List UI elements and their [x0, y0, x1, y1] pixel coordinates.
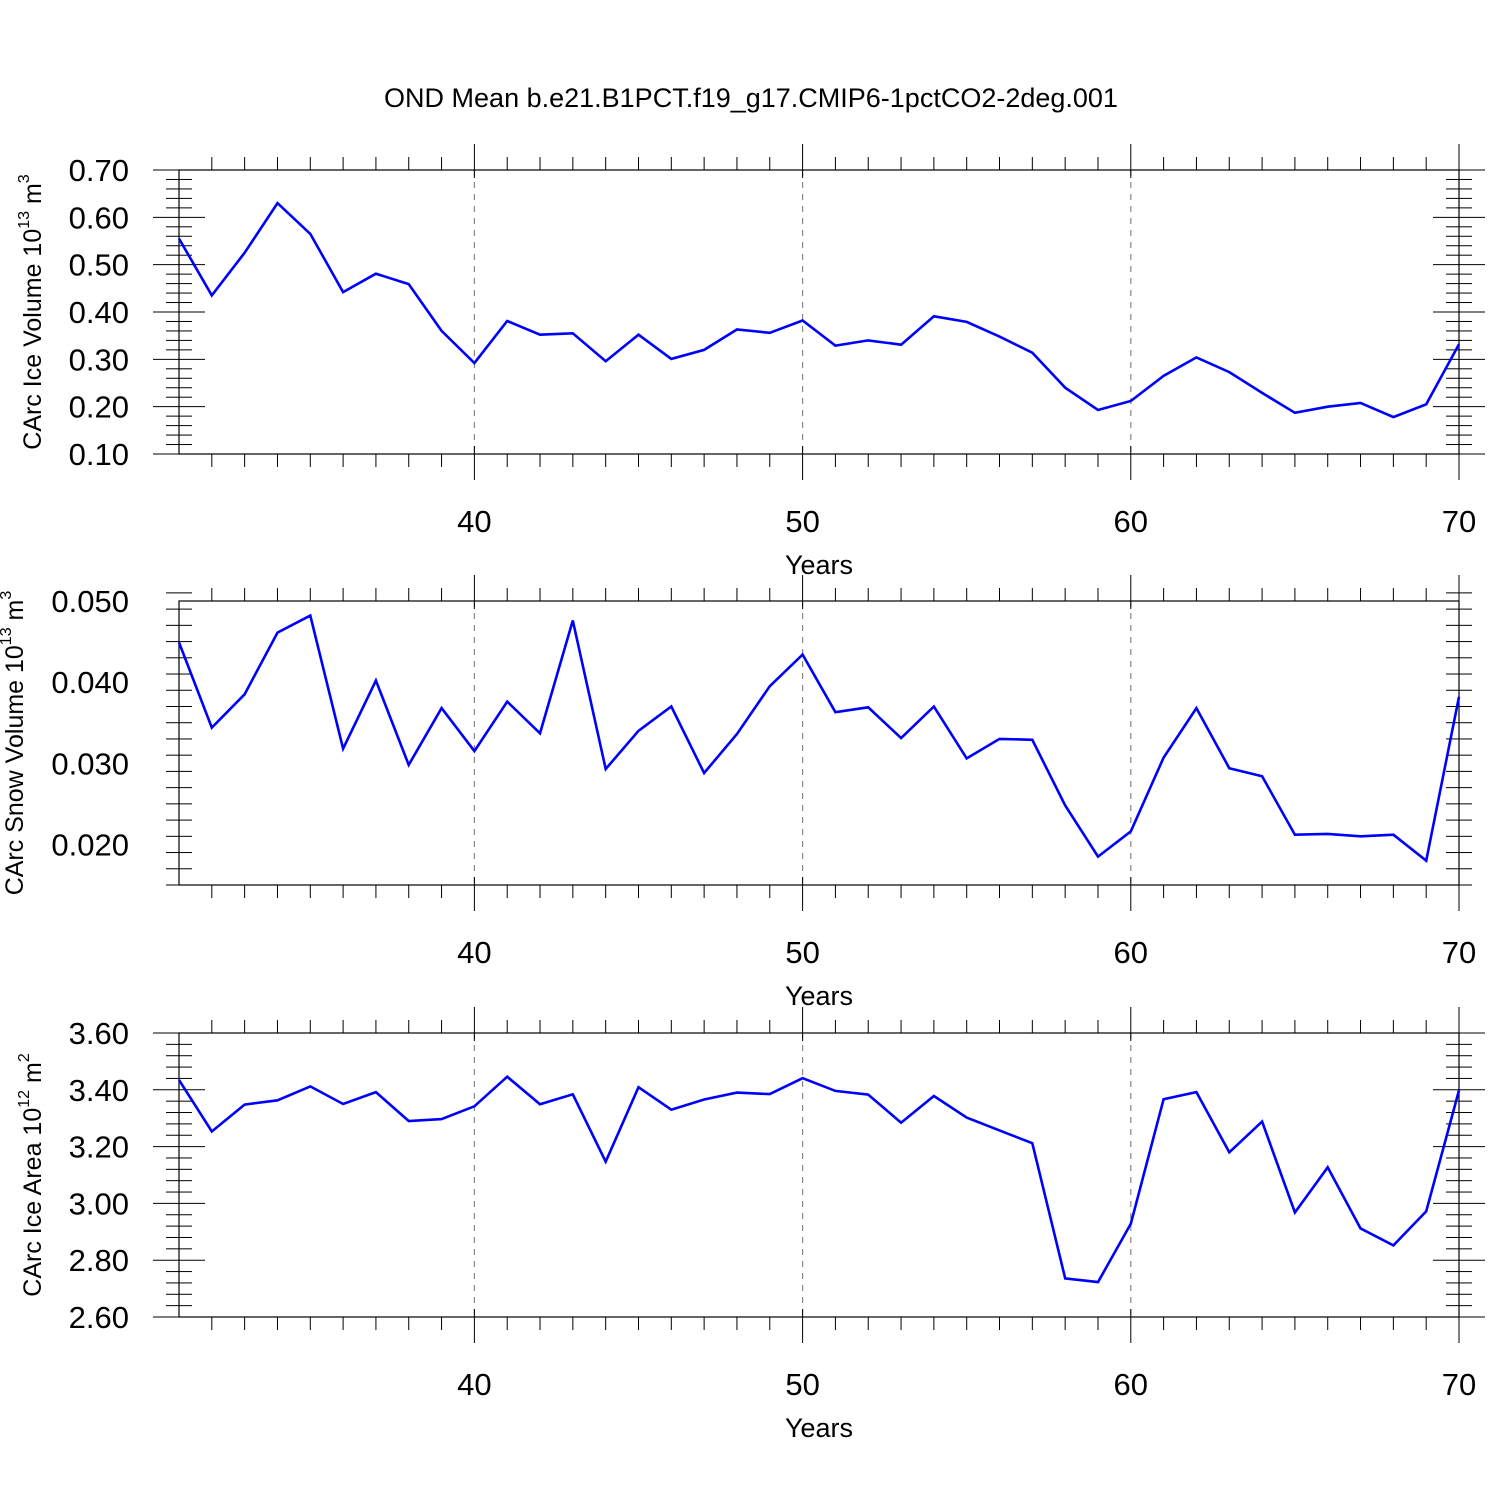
plot-frame — [179, 601, 1459, 885]
x-tick-label: 40 — [457, 1367, 491, 1402]
y-tick-label: 0.030 — [51, 746, 129, 781]
y-tick-label: 0.60 — [69, 200, 129, 235]
y-tick-label: 0.20 — [69, 390, 129, 425]
panel-2: 40 50 60 70 Years 0.020 0.030 0.040 0.050 CArc Sn… — [0, 575, 1476, 1011]
y-tick-label: 2.80 — [69, 1243, 129, 1278]
series-line — [179, 1077, 1459, 1282]
y-axis-label: CArc Ice Volume 1013 m3 — [16, 174, 47, 450]
y-tick-label: 0.40 — [69, 295, 129, 330]
y-axis-label-superscript: 13 — [0, 627, 15, 645]
panel-1: 40 50 60 70 Years 0.10 0.20 0.30 0.40 0.50 0.60 0.7… — [16, 144, 1485, 580]
y-tick-label: 3.60 — [69, 1016, 129, 1051]
y-tick-label: 0.30 — [69, 342, 129, 377]
y-axis-label-superscript: 3 — [0, 591, 15, 600]
y-axis-label-text: m — [19, 183, 47, 211]
series-line — [179, 203, 1459, 417]
x-tick-label: 70 — [1442, 1367, 1476, 1402]
y-tick-label: 0.020 — [51, 827, 129, 862]
y-axis-label-text: CArc Snow Volume 10 — [1, 645, 29, 895]
x-tick-label: 70 — [1442, 504, 1476, 539]
x-axis-label: Years — [785, 550, 853, 580]
x-tick-label: 60 — [1114, 1367, 1148, 1402]
x-tick-label: 40 — [457, 504, 491, 539]
y-tick-label: 3.20 — [69, 1130, 129, 1165]
x-tick-label: 50 — [785, 1367, 819, 1402]
x-tick-label: 70 — [1442, 935, 1476, 970]
panels: 40 50 60 70 Years 0.10 0.20 0.30 0.40 0.50 0.60 0.7… — [0, 144, 1485, 1443]
x-tick-label: 50 — [785, 935, 819, 970]
y-axis-label-text: m — [19, 1062, 47, 1090]
figure-title: OND Mean b.e21.B1PCT.f19_g17.CMIP6-1pctC… — [384, 83, 1118, 113]
y-axis-label-text: CArc Ice Area 10 — [19, 1108, 47, 1297]
y-axis-label: CArc Ice Area 1012 m2 — [16, 1053, 47, 1297]
x-tick-label: 60 — [1114, 504, 1148, 539]
y-tick-label: 0.70 — [69, 153, 129, 188]
y-tick-label: 2.60 — [69, 1300, 129, 1335]
y-axis-label-superscript: 3 — [16, 174, 33, 183]
y-tick-label: 0.10 — [69, 437, 129, 472]
y-tick-label: 0.50 — [69, 248, 129, 283]
y-tick-label: 3.00 — [69, 1186, 129, 1221]
x-tick-label: 40 — [457, 935, 491, 970]
y-axis-label-superscript: 12 — [16, 1090, 33, 1108]
series-line — [179, 616, 1459, 861]
y-axis-label-text: m — [1, 600, 29, 628]
x-axis-label: Years — [785, 981, 853, 1011]
panel-3: 40 50 60 70 Years 2.60 2.80 3.00 3.20 3.40 3.60 CAr… — [16, 1007, 1485, 1443]
y-axis-label-superscript: 2 — [16, 1053, 33, 1062]
y-axis-label-superscript: 13 — [16, 211, 33, 229]
y-axis-label-text: CArc Ice Volume 10 — [19, 229, 47, 450]
plot-frame — [179, 1033, 1459, 1317]
x-tick-label: 60 — [1114, 935, 1148, 970]
x-axis-label: Years — [785, 1413, 853, 1443]
y-tick-label: 3.40 — [69, 1073, 129, 1108]
plot-frame — [179, 170, 1459, 454]
y-axis-label: CArc Snow Volume 1013 m3 — [0, 591, 29, 896]
y-tick-label: 0.040 — [51, 665, 129, 700]
x-tick-label: 50 — [785, 504, 819, 539]
y-tick-label: 0.050 — [51, 584, 129, 619]
